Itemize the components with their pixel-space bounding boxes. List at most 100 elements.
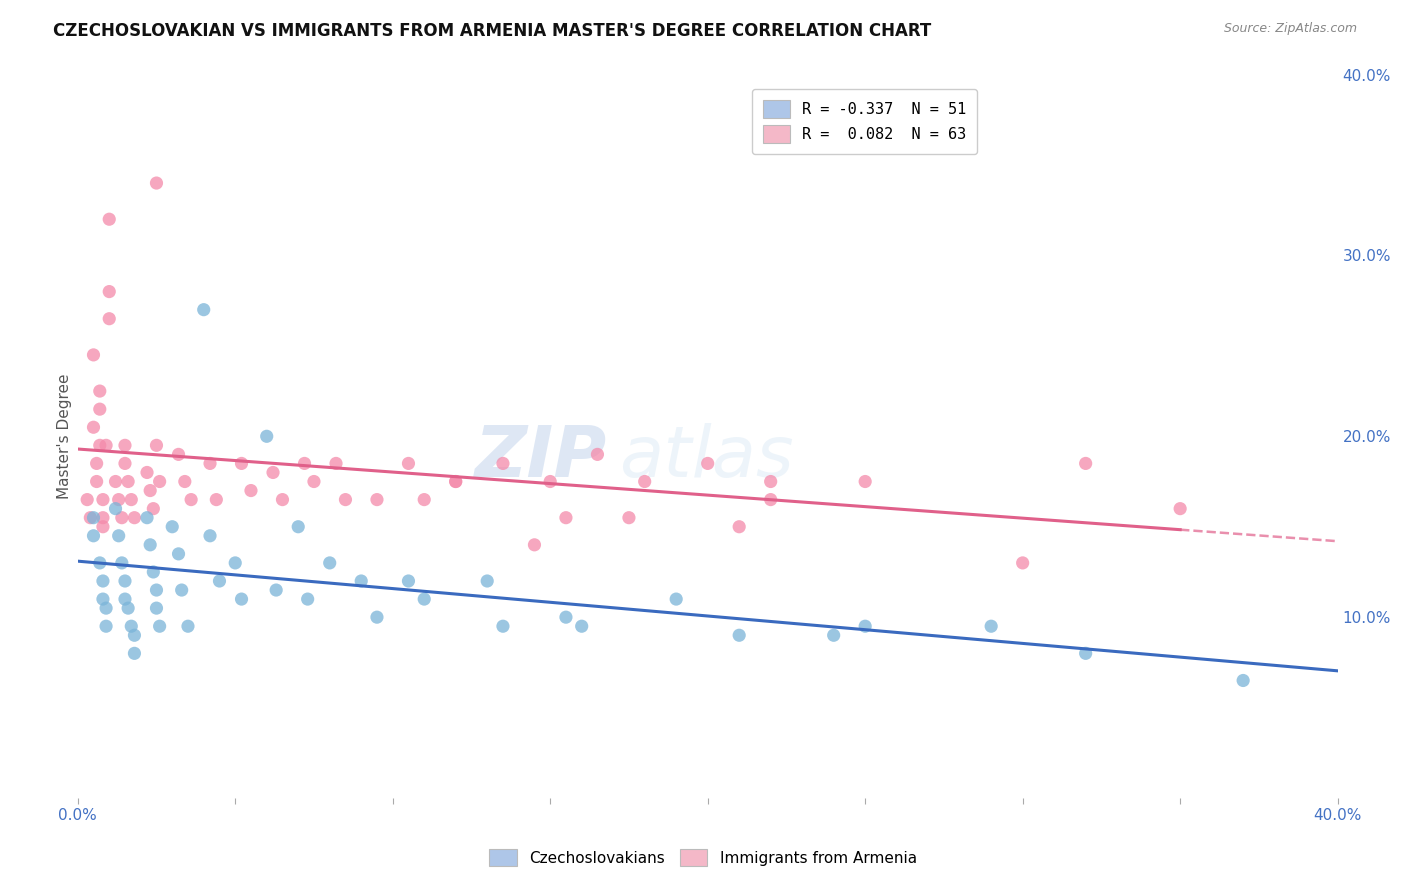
Point (696, 457, 718, 471)
Point (208, 574, 231, 588)
Point (319, 556, 342, 570)
Point (350, 574, 373, 588)
Point (492, 619, 515, 633)
Point (240, 483, 263, 498)
Point (177, 619, 200, 633)
Point (111, 556, 134, 570)
Point (94, 619, 117, 633)
Point (120, 619, 142, 633)
Point (142, 501, 165, 516)
Point (366, 610, 388, 624)
Point (86, 457, 108, 471)
Legend: R = -0.337  N = 51, R =  0.082  N = 63: R = -0.337 N = 51, R = 0.082 N = 63 (752, 89, 977, 153)
Point (224, 556, 246, 570)
Point (82, 529, 104, 543)
Point (759, 475, 782, 489)
Point (94, 601, 117, 615)
Point (117, 475, 139, 489)
Point (136, 466, 159, 480)
Point (823, 628, 845, 642)
Point (145, 438, 167, 452)
Point (231, 457, 253, 471)
Point (139, 538, 162, 552)
Point (114, 592, 136, 607)
Point (759, 492, 782, 507)
Point (287, 520, 309, 534)
Point (89, 438, 111, 452)
Point (264, 582, 287, 597)
Point (104, 475, 127, 489)
Point (571, 619, 593, 633)
Point (136, 510, 159, 524)
Point (170, 582, 193, 597)
Point (145, 601, 167, 615)
Point (297, 592, 319, 607)
Point (586, 447, 609, 461)
Point (555, 510, 578, 524)
Point (398, 574, 420, 588)
Point (205, 492, 228, 507)
Point (149, 475, 172, 489)
Point (167, 547, 190, 561)
Point (124, 646, 146, 660)
Point (82, 510, 104, 524)
Point (1074, 646, 1097, 660)
Y-axis label: Master's Degree: Master's Degree (58, 374, 72, 499)
Point (89, 402, 111, 417)
Point (398, 457, 420, 471)
Point (477, 574, 499, 588)
Point (634, 475, 657, 489)
Point (91, 492, 114, 507)
Point (728, 628, 751, 642)
Point (124, 510, 146, 524)
Point (413, 592, 436, 607)
Point (124, 628, 146, 642)
Point (193, 302, 215, 317)
Point (104, 501, 127, 516)
Point (79, 510, 101, 524)
Point (325, 457, 347, 471)
Point (98, 285, 121, 299)
Point (91, 592, 114, 607)
Point (366, 492, 388, 507)
Text: atlas: atlas (620, 424, 794, 492)
Point (728, 520, 751, 534)
Point (107, 492, 129, 507)
Point (91, 510, 114, 524)
Point (91, 520, 114, 534)
Point (76, 492, 98, 507)
Point (665, 592, 688, 607)
Point (231, 592, 253, 607)
Point (198, 457, 221, 471)
Point (256, 429, 278, 443)
Point (98, 212, 121, 227)
Point (980, 619, 1002, 633)
Point (98, 311, 121, 326)
Point (94, 438, 117, 452)
Point (114, 574, 136, 588)
Point (1074, 457, 1097, 471)
Point (139, 483, 162, 498)
Point (444, 475, 467, 489)
Point (1168, 501, 1191, 516)
Text: Source: ZipAtlas.com: Source: ZipAtlas.com (1223, 22, 1357, 36)
Point (294, 457, 316, 471)
Point (853, 475, 876, 489)
Point (853, 619, 876, 633)
Point (82, 420, 104, 434)
Point (555, 610, 578, 624)
Text: ZIP: ZIP (475, 424, 607, 492)
Point (86, 475, 108, 489)
Point (180, 492, 202, 507)
Point (145, 582, 167, 597)
Point (413, 492, 436, 507)
Point (120, 492, 142, 507)
Point (262, 466, 284, 480)
Point (167, 447, 190, 461)
Point (149, 619, 172, 633)
Point (114, 457, 136, 471)
Point (538, 475, 561, 489)
Text: CZECHOSLOVAKIAN VS IMMIGRANTS FROM ARMENIA MASTER'S DEGREE CORRELATION CHART: CZECHOSLOVAKIAN VS IMMIGRANTS FROM ARMEN… (53, 22, 932, 40)
Point (114, 438, 136, 452)
Point (1232, 673, 1254, 688)
